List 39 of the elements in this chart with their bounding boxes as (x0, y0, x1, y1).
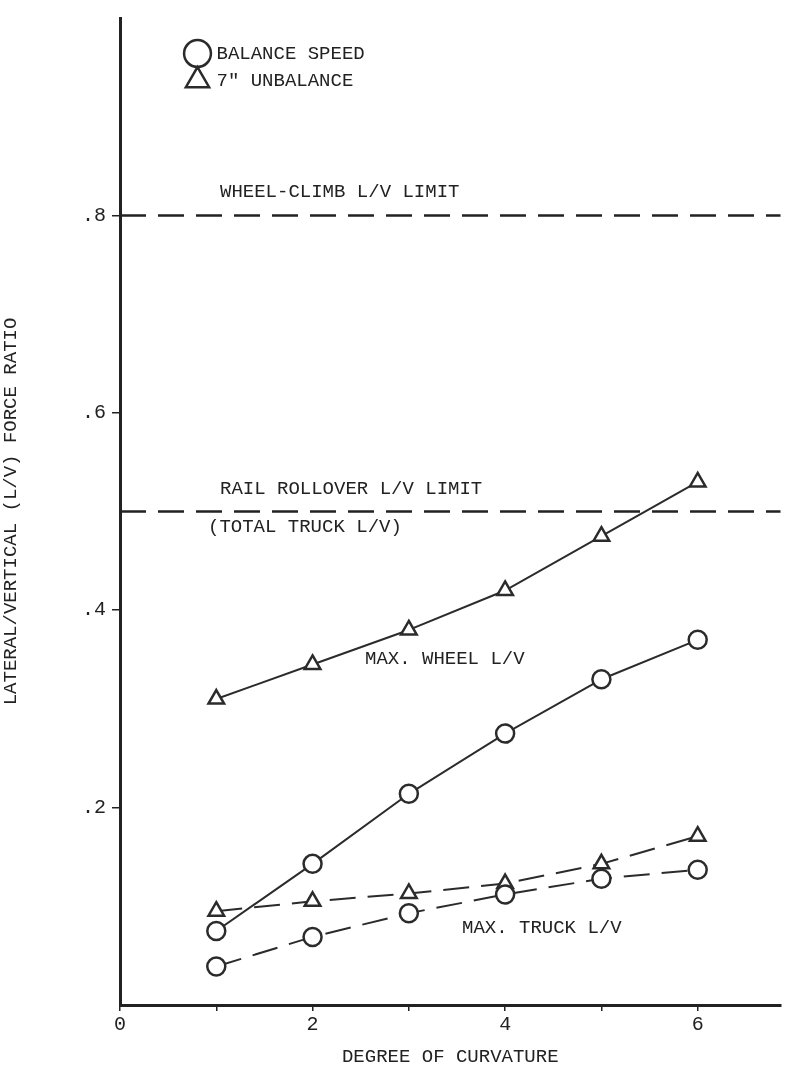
annotation: (TOTAL TRUCK L/V) (208, 516, 402, 538)
legend-label: BALANCE SPEED (216, 42, 365, 65)
point (591, 669, 612, 690)
point (592, 853, 611, 870)
point (398, 902, 420, 924)
x-tick-label: 0 (113, 1013, 127, 1037)
point (494, 723, 516, 744)
y-tick-label: .8 (81, 203, 106, 227)
point (399, 883, 418, 900)
y-tick-label: .6 (81, 401, 106, 425)
point (688, 825, 707, 842)
legend-label: 7" UNBALANCE (216, 69, 354, 92)
point (591, 868, 612, 889)
point (207, 688, 226, 705)
ref-line-label: RAIL ROLLOVER L/V LIMIT (220, 477, 483, 500)
point (302, 853, 323, 875)
point (688, 471, 707, 488)
point (303, 654, 322, 671)
point (687, 859, 708, 881)
point (399, 619, 418, 636)
x-axis-title: DEGREE OF CURVATURE (341, 1045, 559, 1068)
point (302, 926, 323, 948)
point (592, 525, 611, 542)
y-tick-label: .2 (81, 795, 106, 819)
point (496, 580, 515, 597)
point (494, 884, 516, 905)
x-tick-label: 4 (499, 1013, 512, 1037)
x-tick-label: 2 (306, 1013, 319, 1037)
point (687, 629, 708, 651)
x-tick-label: 6 (691, 1013, 704, 1037)
ref-line-label: WHEEL-CLIMB L/V LIMIT (220, 181, 460, 204)
point (398, 783, 420, 805)
point (303, 891, 322, 908)
point (206, 920, 227, 942)
annotation: MAX. WHEEL L/V (365, 648, 526, 670)
y-tick-label: .4 (81, 598, 106, 622)
annotation: MAX. TRUCK L/V (462, 917, 623, 939)
y-axis-title: LATERAL/VERTICAL (L/V) FORCE RATIO (0, 317, 23, 706)
point (206, 956, 227, 977)
